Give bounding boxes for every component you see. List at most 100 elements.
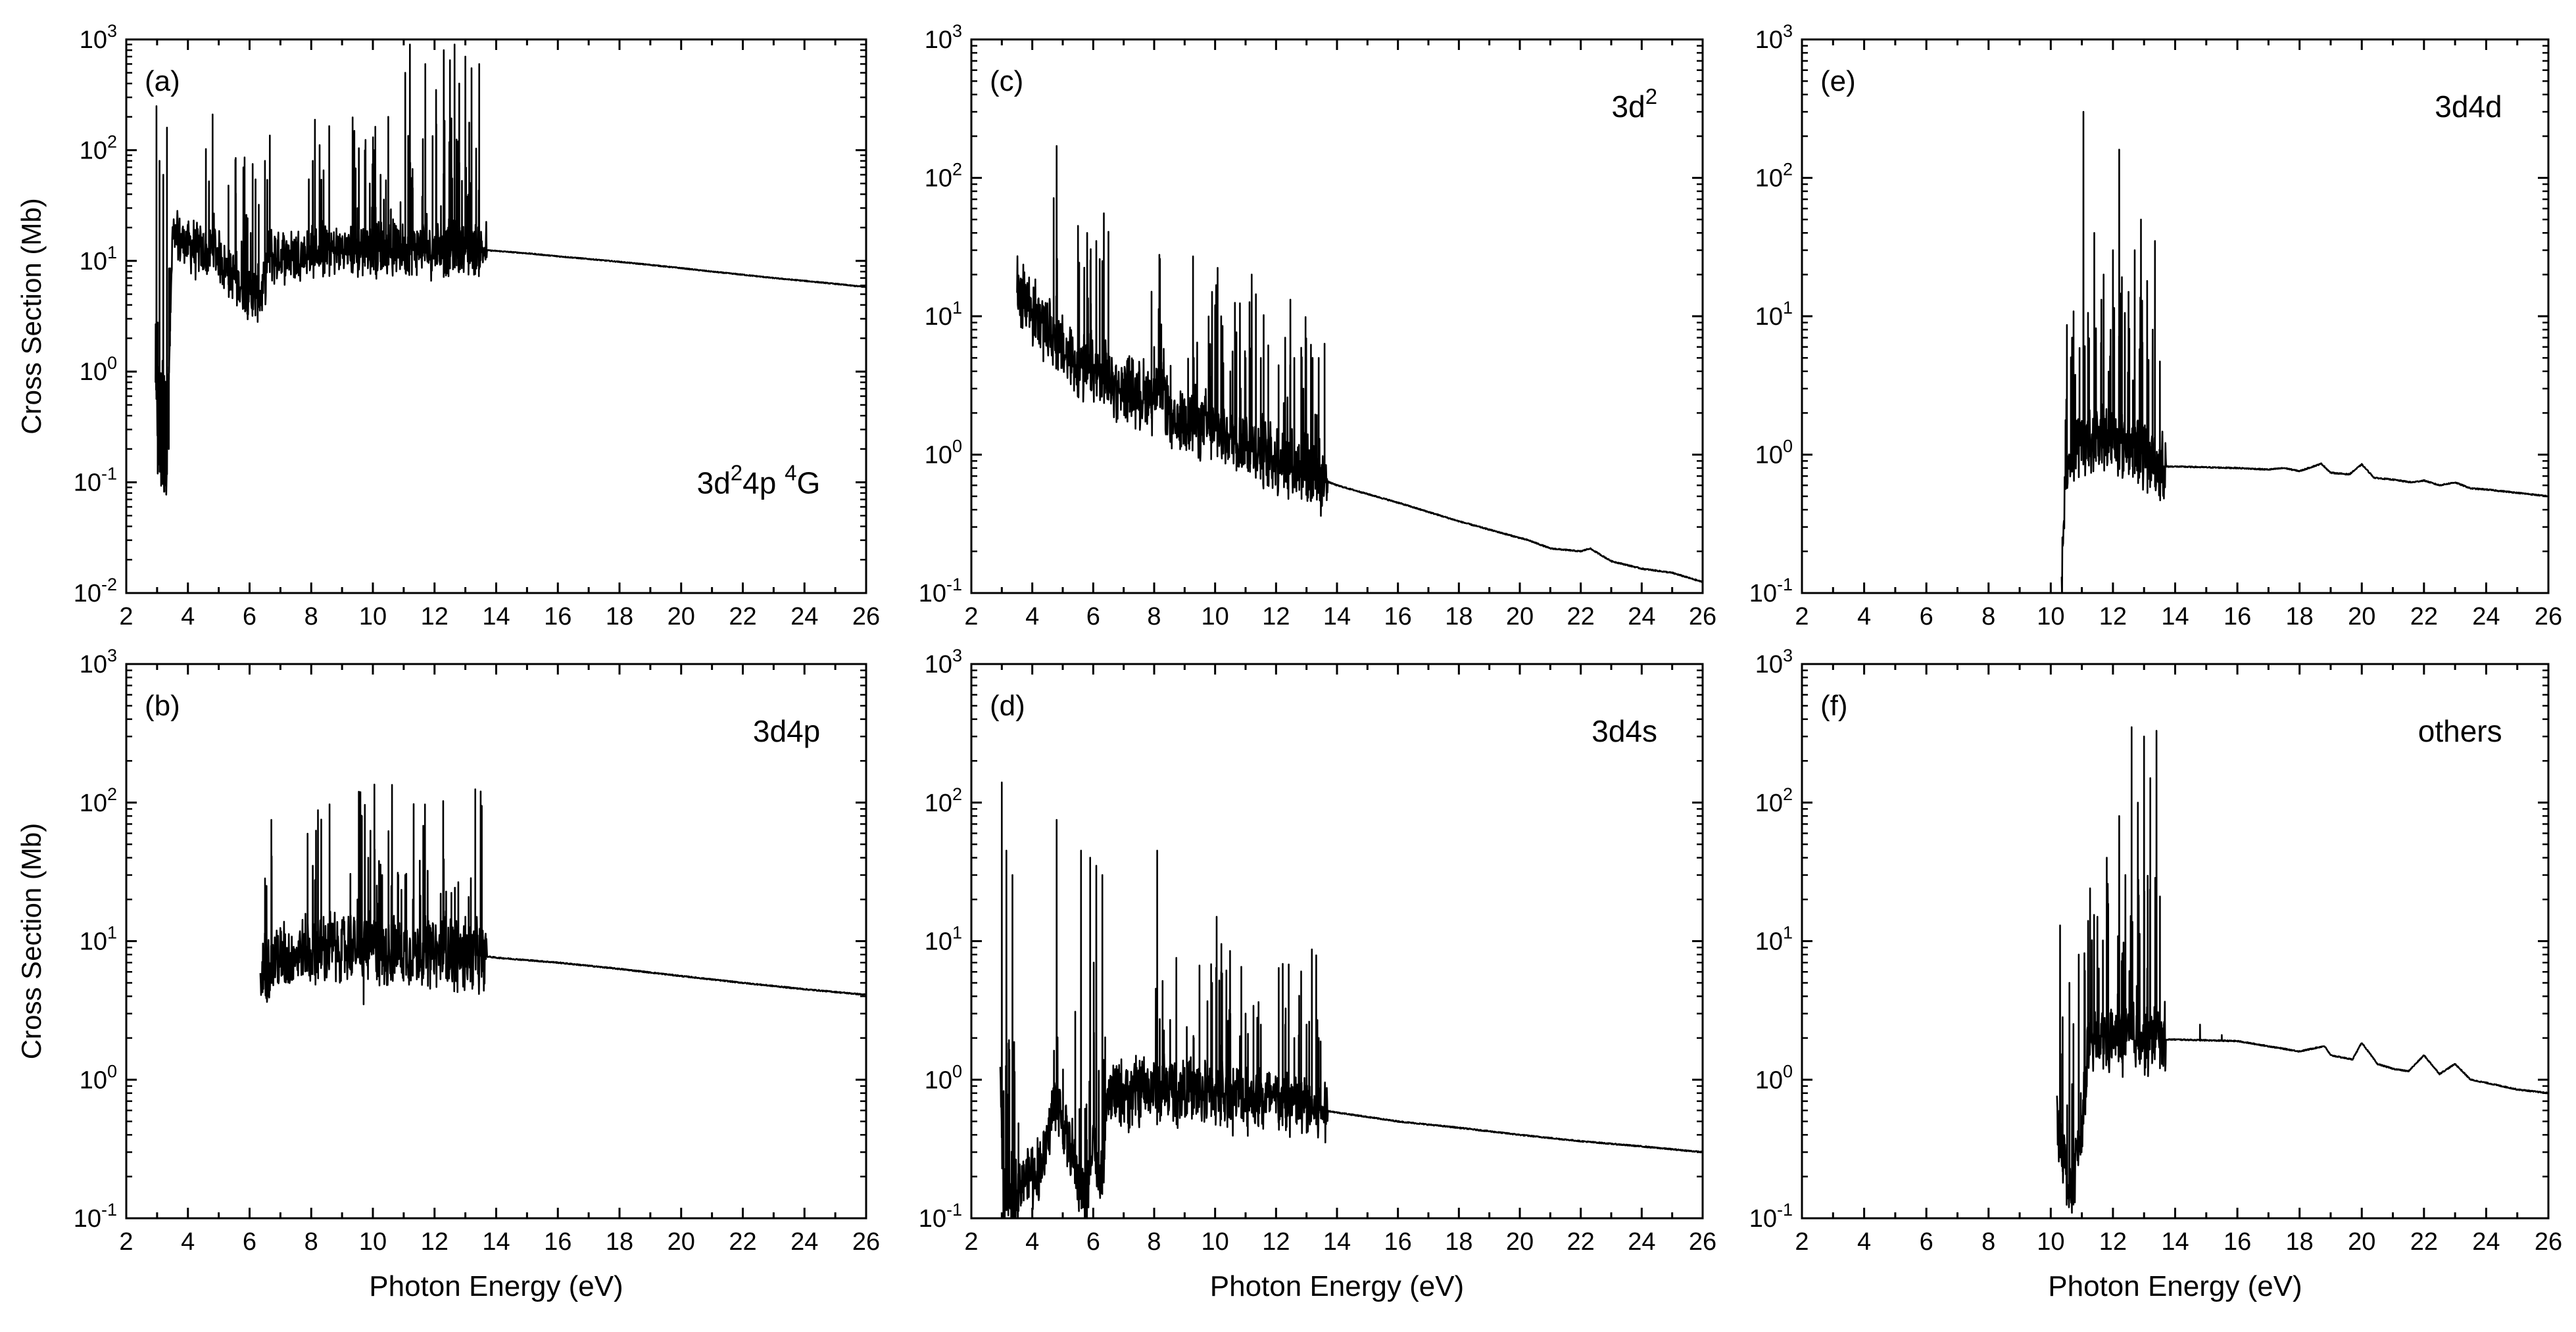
panel-label: (a) bbox=[145, 65, 180, 97]
x-tick-label: 16 bbox=[544, 1228, 571, 1256]
x-tick-label: 18 bbox=[606, 1228, 633, 1256]
x-tick-label: 10 bbox=[359, 1228, 387, 1256]
x-tick-label: 24 bbox=[1628, 1228, 1655, 1256]
y-tick-label: 10-1 bbox=[1749, 575, 1793, 607]
x-tick-label: 12 bbox=[421, 603, 449, 630]
x-tick-label: 20 bbox=[668, 1228, 695, 1256]
cross-section-curve bbox=[259, 784, 866, 1005]
panel-d: 2 4 6 8 10 12 14 16 18 20 22 24 2610-1100101102103Ph… bbox=[919, 646, 1716, 1302]
x-tick-label: 4 bbox=[1025, 603, 1039, 630]
x-tick-label: 4 bbox=[1857, 1228, 1871, 1256]
y-tick-label: 100 bbox=[925, 437, 962, 469]
panel-label: (e) bbox=[1820, 65, 1856, 97]
cross-section-curve bbox=[999, 781, 1703, 1218]
x-tick-label: 20 bbox=[2348, 603, 2375, 630]
x-tick-label: 2 bbox=[119, 1228, 133, 1256]
panel-annotation: 3d4s bbox=[1592, 714, 1657, 748]
x-tick-label: 12 bbox=[421, 1228, 449, 1256]
x-tick-label: 10 bbox=[1202, 1228, 1229, 1256]
y-tick-label: 10-1 bbox=[74, 464, 117, 497]
x-tick-label: 6 bbox=[243, 1228, 256, 1256]
y-tick-label: 103 bbox=[80, 646, 117, 678]
y-tick-label: 102 bbox=[80, 784, 117, 817]
x-tick-label: 22 bbox=[729, 603, 756, 630]
x-tick-label: 16 bbox=[2224, 603, 2251, 630]
x-tick-label: 18 bbox=[606, 603, 633, 630]
x-tick-label: 26 bbox=[1689, 1228, 1716, 1256]
x-tick-label: 20 bbox=[1506, 1228, 1534, 1256]
x-tick-label: 24 bbox=[2472, 603, 2500, 630]
x-tick-label: 4 bbox=[1025, 1228, 1039, 1256]
x-tick-label: 20 bbox=[2348, 1228, 2375, 1256]
x-tick-label: 6 bbox=[1086, 603, 1100, 630]
x-tick-label: 8 bbox=[1147, 1228, 1161, 1256]
x-tick-label: 26 bbox=[852, 603, 880, 630]
x-tick-label: 12 bbox=[2099, 1228, 2127, 1256]
y-tick-label: 101 bbox=[1755, 923, 1793, 956]
y-tick-label: 103 bbox=[80, 21, 117, 54]
x-tick-label: 12 bbox=[2099, 603, 2127, 630]
y-tick-label: 101 bbox=[80, 923, 117, 956]
x-axis-label: Photon Energy (eV) bbox=[2048, 1270, 2302, 1302]
x-tick-label: 10 bbox=[359, 603, 387, 630]
x-tick-label: 22 bbox=[1567, 603, 1595, 630]
x-tick-label: 20 bbox=[1506, 603, 1534, 630]
x-tick-label: 10 bbox=[2037, 603, 2064, 630]
y-tick-label: 102 bbox=[925, 784, 962, 817]
x-tick-label: 14 bbox=[2161, 1228, 2189, 1256]
y-tick-label: 103 bbox=[1755, 646, 1793, 678]
y-axis-label: Cross Section (Mb) bbox=[16, 823, 47, 1059]
x-tick-label: 22 bbox=[729, 1228, 756, 1256]
y-axis-label: Cross Section (Mb) bbox=[16, 198, 47, 434]
x-tick-label: 14 bbox=[1323, 603, 1351, 630]
x-tick-label: 8 bbox=[304, 1228, 318, 1256]
x-tick-label: 8 bbox=[304, 603, 318, 630]
x-tick-label: 14 bbox=[2161, 603, 2189, 630]
cross-section-curve bbox=[155, 43, 866, 496]
y-tick-label: 100 bbox=[1755, 437, 1793, 469]
panel-annotation: 3d4p bbox=[753, 714, 820, 748]
x-tick-label: 14 bbox=[482, 1228, 510, 1256]
x-tick-label: 24 bbox=[2472, 1228, 2500, 1256]
y-tick-label: 100 bbox=[80, 1061, 117, 1094]
x-tick-label: 18 bbox=[1445, 603, 1472, 630]
x-tick-label: 10 bbox=[1202, 603, 1229, 630]
y-tick-label: 103 bbox=[925, 21, 962, 54]
x-tick-label: 4 bbox=[181, 1228, 195, 1256]
y-tick-label: 102 bbox=[1755, 160, 1793, 193]
x-tick-label: 16 bbox=[2224, 1228, 2251, 1256]
x-tick-label: 24 bbox=[790, 1228, 818, 1256]
x-tick-label: 4 bbox=[1857, 603, 1871, 630]
y-tick-label: 10-2 bbox=[74, 575, 117, 607]
x-tick-label: 20 bbox=[668, 603, 695, 630]
panel-f: 2 4 6 8 10 12 14 16 18 20 22 24 2610-1100101102103Ph… bbox=[1749, 646, 2562, 1302]
y-tick-label: 102 bbox=[925, 160, 962, 193]
x-tick-label: 16 bbox=[1384, 603, 1412, 630]
x-tick-label: 16 bbox=[544, 603, 571, 630]
y-tick-label: 10-1 bbox=[919, 1200, 962, 1233]
x-tick-label: 8 bbox=[1147, 603, 1161, 630]
panel-b: 2 4 6 8 10 12 14 16 18 20 22 24 2610-1100101102103Cr… bbox=[16, 646, 880, 1302]
panel-annotation: others bbox=[2418, 714, 2502, 748]
panel-label: (d) bbox=[990, 690, 1025, 722]
y-tick-label: 100 bbox=[1755, 1061, 1793, 1094]
panel-a: 2 4 6 8 10 12 14 16 18 20 22 24 2610-210-11001011021… bbox=[16, 21, 880, 630]
x-tick-label: 26 bbox=[2535, 1228, 2562, 1256]
x-tick-label: 18 bbox=[2286, 1228, 2314, 1256]
panel-annotation: 3d24p 4G bbox=[697, 460, 821, 500]
x-tick-label: 2 bbox=[964, 603, 978, 630]
y-tick-label: 10-1 bbox=[74, 1200, 117, 1233]
x-tick-label: 6 bbox=[1920, 603, 1933, 630]
panel-e: 2 4 6 8 10 12 14 16 18 20 22 24 2610-1100101102103(e… bbox=[1749, 21, 2562, 630]
cross-section-curve bbox=[1016, 145, 1703, 584]
panel-annotation: 3d4d bbox=[2435, 89, 2502, 124]
plot-frame bbox=[125, 38, 867, 594]
x-tick-label: 26 bbox=[1689, 603, 1716, 630]
x-axis-label: Photon Energy (eV) bbox=[369, 1270, 623, 1302]
y-tick-label: 102 bbox=[1755, 784, 1793, 817]
x-tick-label: 6 bbox=[243, 603, 256, 630]
y-tick-label: 102 bbox=[80, 131, 117, 164]
panel-label: (b) bbox=[145, 690, 180, 722]
x-tick-label: 24 bbox=[790, 603, 818, 630]
x-tick-label: 2 bbox=[964, 1228, 978, 1256]
